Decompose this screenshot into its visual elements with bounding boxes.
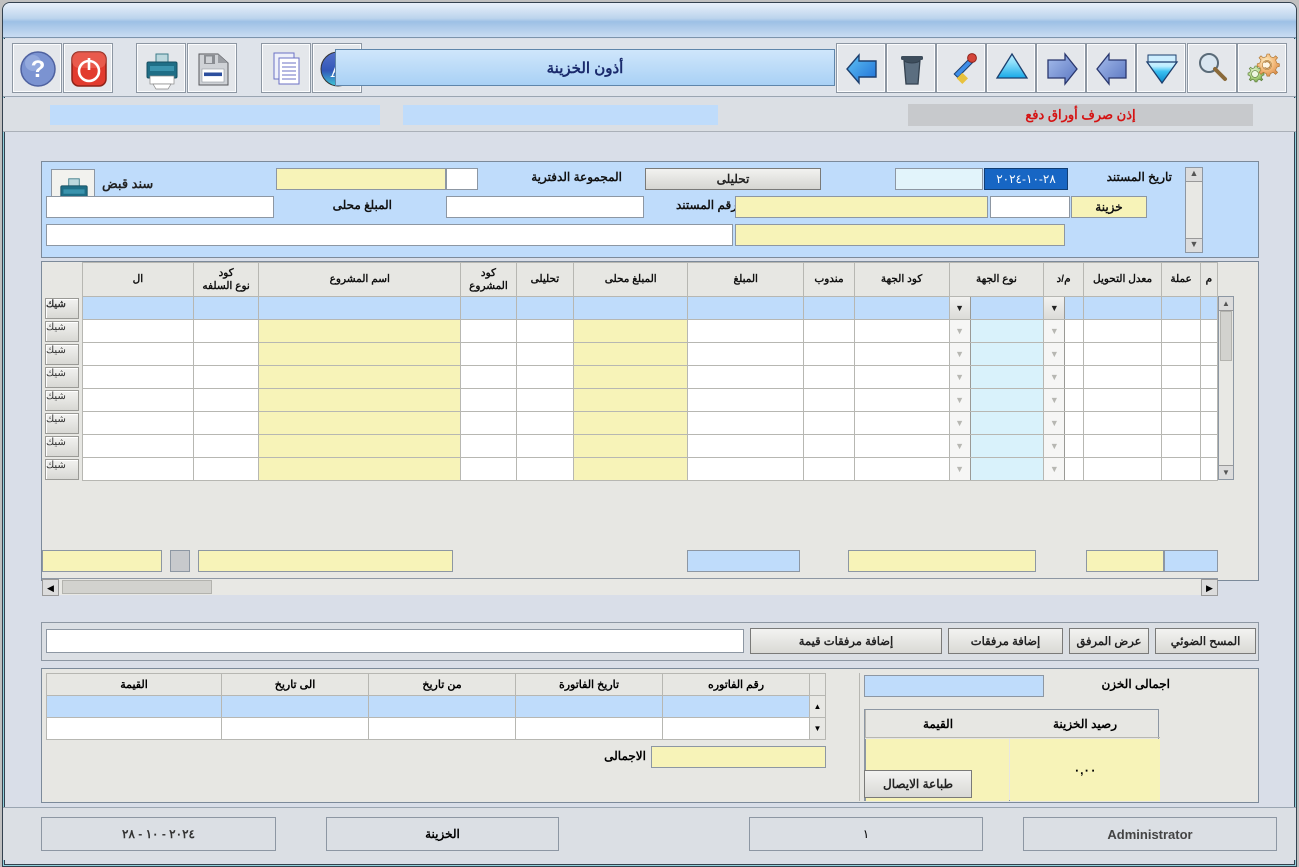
svg-text:?: ? bbox=[31, 56, 46, 83]
